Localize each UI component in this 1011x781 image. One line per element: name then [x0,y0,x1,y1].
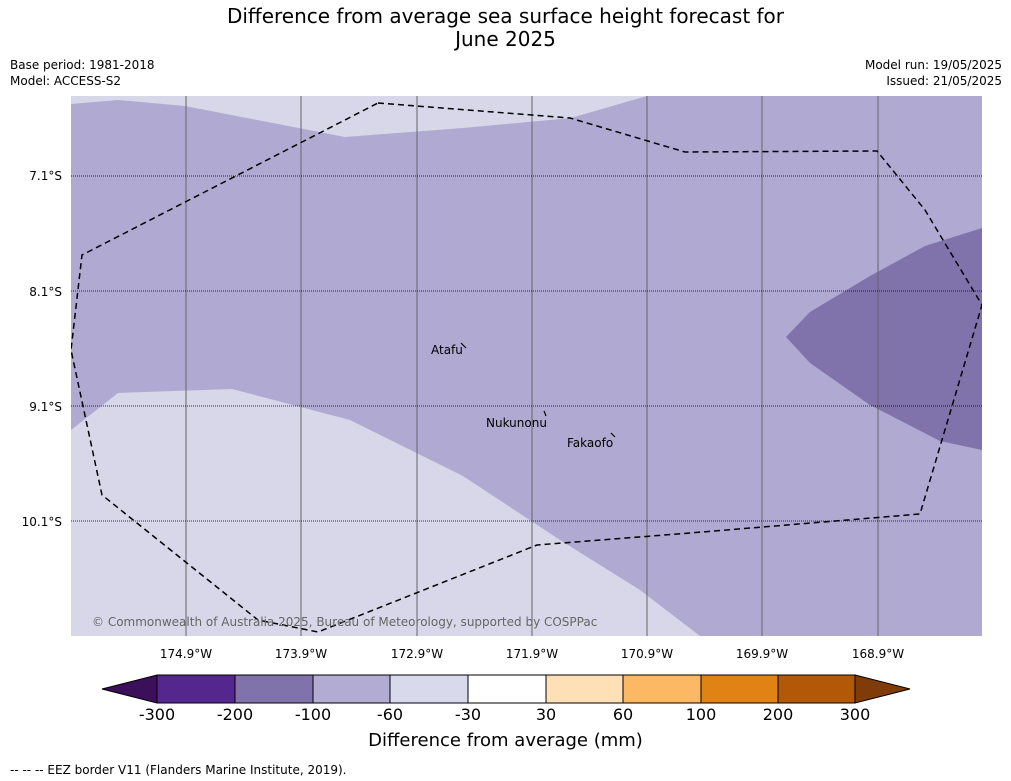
colorbar-segment [700,674,779,704]
longitude-gridlines [185,96,879,636]
anomaly-band-minus-60-south [71,389,700,636]
map-title: Difference from average sea surface heig… [0,5,1011,51]
atafu-island [460,342,467,349]
meta-left: Base period: 1981-2018 Model: ACCESS-S2 [10,57,155,89]
nukunonu-label: Nukunonu [486,416,547,430]
lon-label: 172.9°W [390,647,444,661]
colorbar-segment [467,674,547,704]
eez-border [71,102,982,633]
fakaofo-label: Fakaofo [567,436,613,450]
lon-label: 171.9°W [505,647,559,661]
lon-label: 168.9°W [851,647,905,661]
lon-label: 173.9°W [274,647,328,661]
colorbar-tick-label: 30 [535,705,557,724]
issued-date: Issued: 21/05/2025 [886,74,1002,88]
map-title-line2: June 2025 [455,27,556,51]
lat-label: 8.1°S [29,285,62,299]
colorbar [101,674,911,704]
colorbar-high-arrow [854,674,911,704]
lon-label: 170.9°W [620,647,674,661]
atafu-label: Atafu [431,343,463,357]
lon-label: 174.9°W [159,647,213,661]
map-area: Atafu Nukunonu Fakaofo © Commonwealth of… [71,96,982,636]
colorbar-tick-label: -30 [454,705,482,724]
meta-right: Model run: 19/05/2025 Issued: 21/05/2025 [865,57,1002,89]
lat-label: 7.1°S [29,169,62,183]
colorbar-tick-label: 300 [839,705,871,724]
model-name: Model: ACCESS-S2 [10,74,122,88]
colorbar-tick-label: -200 [216,705,254,724]
lat-label: 9.1°S [29,400,62,414]
map-title-line1: Difference from average sea surface heig… [226,4,785,28]
colorbar-tick-label: 100 [685,705,717,724]
colorbar-segment [622,674,702,704]
eez-legend-note: -- -- -- EEZ border V11 (Flanders Marine… [10,763,347,777]
colorbar-low-arrow [101,674,158,704]
nukunonu-island [543,410,547,417]
base-period: Base period: 1981-2018 [10,58,155,72]
fakaofo-island [610,432,616,438]
colorbar-tick-label: -300 [138,705,176,724]
lat-label: 10.1°S [21,515,62,529]
colorbar-segment [234,674,314,704]
anomaly-band-minus-200 [786,228,982,450]
island-outlines [460,342,616,438]
copyright-notice: © Commonwealth of Australia 2025, Bureau… [92,615,597,629]
colorbar-tick-label: -100 [294,705,332,724]
colorbar-tick-label: 60 [612,705,634,724]
colorbar-segment [777,674,856,704]
colorbar-segment [389,674,469,704]
colorbar-segment [312,674,391,704]
colorbar-segment [156,674,236,704]
colorbar-tick-label: 200 [762,705,794,724]
anomaly-band-minus-60-north [71,96,647,137]
model-run: Model run: 19/05/2025 [864,58,1002,72]
lon-label: 169.9°W [735,647,789,661]
colorbar-tick-label: -60 [376,705,404,724]
colorbar-segment [545,674,624,704]
colorbar-title: Difference from average (mm) [368,730,643,751]
